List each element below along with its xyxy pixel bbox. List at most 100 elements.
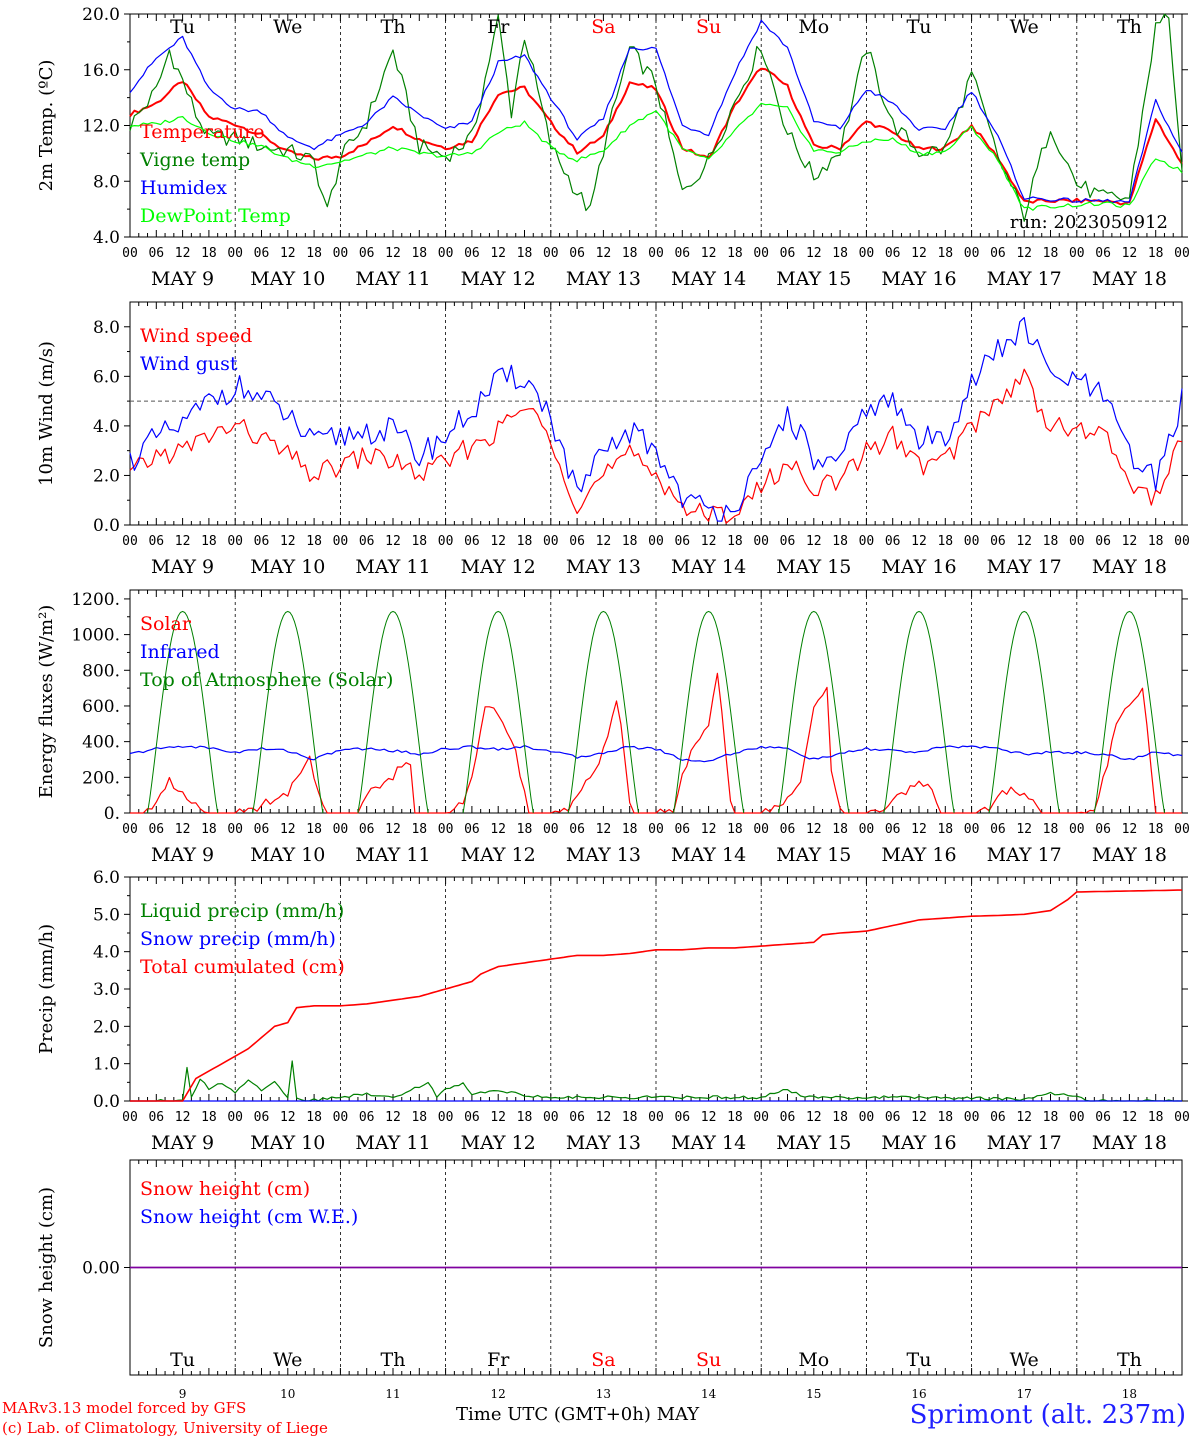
panel-3-hour-label: 00 — [648, 822, 664, 837]
panel-3-hour-label: 00 — [1174, 822, 1190, 837]
panel-3-date-label: MAY 18 — [1092, 844, 1167, 866]
panel-2-hour-label: 06 — [1095, 534, 1111, 549]
panel-2-hour-label: 06 — [780, 534, 796, 549]
panel-1-hour-label: 12 — [175, 246, 191, 261]
panel-2-hour-label: 00 — [1069, 534, 1085, 549]
panel-2-hour-label: 18 — [727, 534, 743, 549]
station-name: Sprimont (alt. 237m) — [909, 1400, 1186, 1430]
panel-3-hour-label: 00 — [227, 822, 243, 837]
panel-2-hour-label: 06 — [885, 534, 901, 549]
panel-1-hour-label: 18 — [201, 246, 217, 261]
panel-3-hour-label: 00 — [859, 822, 875, 837]
panel-1-hour-label: 00 — [753, 246, 769, 261]
panel-4-hour-label: 06 — [780, 1110, 796, 1125]
panel-3-date-label: MAY 13 — [566, 844, 641, 866]
panel-1-hour-label: 00 — [964, 246, 980, 261]
panel-1-y-axis-label: 2m Temp. (ºC) — [36, 60, 57, 192]
panel-3-date-label: MAY 15 — [776, 844, 851, 866]
snow-panel-weekday-label: Su — [696, 1349, 721, 1371]
weekday-label: Mo — [798, 16, 829, 38]
panel-2-hour-label: 06 — [148, 534, 164, 549]
panel-1-date-label: MAY 9 — [151, 268, 214, 290]
panel-2-hour-label: 00 — [1174, 534, 1190, 549]
panel-3-y-tick-label: 1000. — [71, 626, 120, 646]
panel-4-hour-label: 12 — [701, 1110, 717, 1125]
panel-3-y-tick-label: 800. — [82, 661, 120, 681]
panel-1-hour-label: 12 — [701, 246, 717, 261]
panel-2-date-label: MAY 15 — [776, 556, 851, 578]
panel-4-hour-label: 00 — [753, 1110, 769, 1125]
panel-4-date-label: MAY 9 — [151, 1132, 214, 1154]
panel-2-hour-label: 00 — [964, 534, 980, 549]
panel-1-date-label: MAY 13 — [566, 268, 641, 290]
panel-3-hour-label: 12 — [280, 822, 296, 837]
panel-3-series-1 — [130, 672, 1182, 814]
panel-1-legend-entry: Vigne temp — [139, 149, 250, 171]
panel-4-series-3 — [130, 889, 1182, 1102]
panel-3-y-axis-label: Energy fluxes (W/m²) — [36, 605, 57, 799]
panel-1-y-tick-label: 12.0 — [82, 117, 120, 137]
panel-4-hour-label: 12 — [1122, 1110, 1138, 1125]
panel-3-hour-label: 00 — [122, 822, 138, 837]
panel-2-hour-label: 18 — [1043, 534, 1059, 549]
panel-3-y-tick-label: 200. — [82, 768, 120, 788]
panel-2-hour-label: 18 — [1148, 534, 1164, 549]
panel-1-date-label: MAY 11 — [355, 268, 430, 290]
panel-3-legend-entry: Infrared — [140, 641, 220, 663]
panel-3-series-3 — [357, 610, 429, 814]
panel-2-hour-label: 00 — [753, 534, 769, 549]
panel-3-series-3 — [883, 610, 955, 814]
day-number-label: 18 — [1122, 1387, 1137, 1401]
panel-3-date-label: MAY 14 — [671, 844, 746, 866]
panel-4-hour-label: 00 — [227, 1110, 243, 1125]
panel-1-hour-label: 12 — [596, 246, 612, 261]
panel-2-date-label: MAY 14 — [671, 556, 746, 578]
panel-4-hour-label: 00 — [964, 1110, 980, 1125]
panel-4-hour-label: 18 — [1148, 1110, 1164, 1125]
panel-1-hour-label: 06 — [254, 246, 270, 261]
panel-2-hour-label: 18 — [411, 534, 427, 549]
panel-2-y-tick-label: 4.0 — [93, 417, 120, 437]
credit-line-1: MARv3.13 model forced by GFS — [2, 1399, 247, 1417]
panel-2-date-label: MAY 11 — [355, 556, 430, 578]
panel-1-hour-label: 18 — [306, 246, 322, 261]
panel-1-hour-label: 12 — [1122, 246, 1138, 261]
panel-2-date-label: MAY 9 — [151, 556, 214, 578]
panel-1-series-2 — [129, 13, 1183, 222]
day-number-label: 11 — [385, 1387, 400, 1401]
panel-1-y-tick-label: 4.0 — [93, 228, 120, 248]
panel-2-hour-label: 00 — [438, 534, 454, 549]
panel-3-series-3 — [147, 610, 219, 814]
panel-3-hour-label: 06 — [569, 822, 585, 837]
panel-2-hour-label: 18 — [937, 534, 953, 549]
panel-3-y-tick-label: 400. — [82, 733, 120, 753]
panel-3-hour-label: 18 — [937, 822, 953, 837]
panel-3-hour-label: 18 — [727, 822, 743, 837]
panel-4-hour-label: 06 — [674, 1110, 690, 1125]
panel-4-hour-label: 18 — [411, 1110, 427, 1125]
panel-4-y-tick-label: 4.0 — [93, 943, 120, 963]
panel-3-hour-label: 12 — [596, 822, 612, 837]
panel-4-hour-label: 00 — [1069, 1110, 1085, 1125]
panel-1-hour-label: 00 — [1069, 246, 1085, 261]
panel-4-date-label: MAY 14 — [671, 1132, 746, 1154]
panel-3-hour-label: 06 — [1095, 822, 1111, 837]
snow-panel-weekday-label: Sa — [591, 1349, 615, 1371]
panel-4-date-label: MAY 15 — [776, 1132, 851, 1154]
panel-3-hour-label: 12 — [701, 822, 717, 837]
panel-3-hour-label: 12 — [385, 822, 401, 837]
panel-1-legend-entry: DewPoint Temp — [140, 205, 291, 227]
snow-panel-weekday-label: Th — [1117, 1349, 1142, 1371]
panel-1-hour-label: 06 — [780, 246, 796, 261]
panel-2-hour-label: 12 — [911, 534, 927, 549]
panel-4-hour-label: 06 — [148, 1110, 164, 1125]
panel-1-y-tick-label: 16.0 — [82, 61, 120, 81]
panel-5-y-tick-label: 0.00 — [82, 1259, 120, 1279]
panel-1-hour-label: 18 — [411, 246, 427, 261]
panel-2-legend-entry: Wind speed — [140, 325, 252, 347]
panel-1-y-tick-label: 20.0 — [82, 5, 120, 25]
panel-1-hour-label: 06 — [885, 246, 901, 261]
weekday-label: Su — [696, 16, 721, 38]
panel-4-date-label: MAY 10 — [250, 1132, 325, 1154]
panel-4-hour-label: 00 — [333, 1110, 349, 1125]
